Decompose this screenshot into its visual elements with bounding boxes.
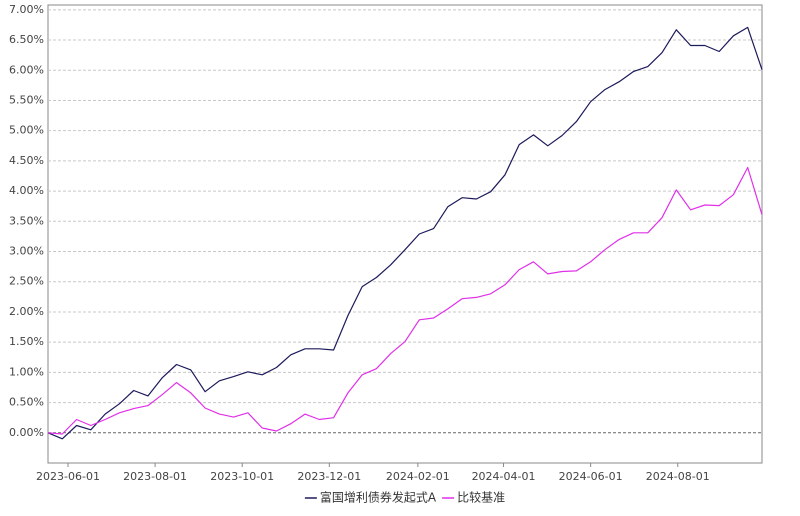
y-tick-label: 7.00% (9, 3, 44, 16)
y-tick-label: 3.00% (9, 245, 44, 258)
legend-label: 比较基准 (457, 490, 505, 505)
y-tick-label: 2.50% (9, 275, 44, 288)
y-tick-label: 4.00% (9, 184, 44, 197)
y-tick-label: 3.50% (9, 214, 44, 227)
x-tick-label: 2024-02-01 (386, 470, 450, 483)
plot-frame (47, 4, 763, 464)
y-tick-label: 5.00% (9, 124, 44, 137)
series-line (47, 26, 763, 440)
y-tick-label: 5.50% (9, 93, 44, 106)
y-tick-label: 6.00% (9, 63, 44, 76)
x-tick-label: 2024-08-01 (646, 470, 710, 483)
y-tick-label: 1.50% (9, 335, 44, 348)
series-line (47, 166, 763, 435)
legend: 富国增利债券发起式A 比较基准 (304, 490, 505, 505)
x-tick-label: 2024-04-01 (472, 470, 536, 483)
y-tick-label: 2.00% (9, 305, 44, 318)
x-tick-label: 2023-06-01 (36, 470, 100, 483)
plot (48, 9, 762, 434)
x-tick-label: 2024-06-01 (559, 470, 623, 483)
legend-label: 富国增利债券发起式A (320, 490, 437, 505)
x-tick-label: 2023-12-01 (297, 470, 361, 483)
y-tick-label: 0.50% (9, 396, 44, 409)
x-tick-label: 2023-10-01 (210, 470, 274, 483)
y-tick-label: 0.00% (9, 426, 44, 439)
y-tick-label: 6.50% (9, 33, 44, 46)
y-tick-label: 4.50% (9, 154, 44, 167)
y-tick-label: 1.00% (9, 365, 44, 378)
x-tick-label: 2023-08-01 (123, 470, 187, 483)
